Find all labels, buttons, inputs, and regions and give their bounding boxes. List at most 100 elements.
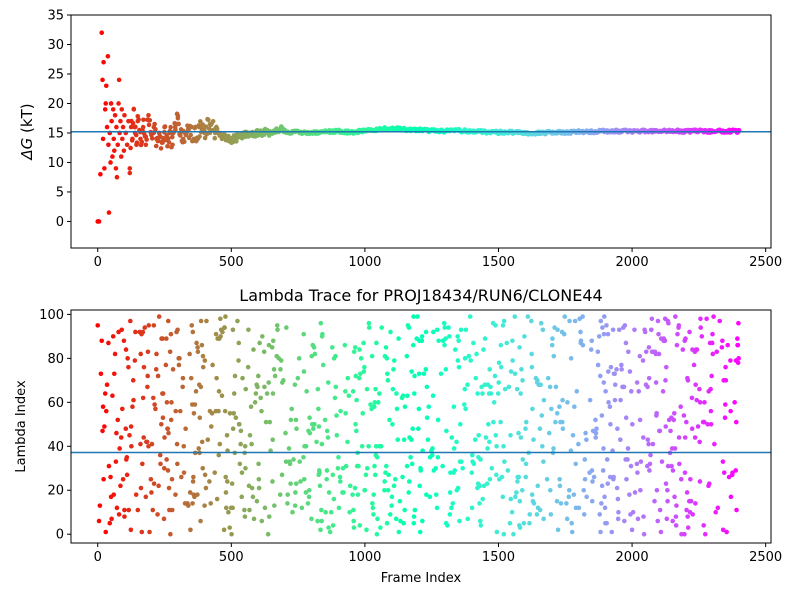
lambda-point	[433, 492, 439, 497]
lambda-point	[185, 503, 191, 508]
lambda-point	[190, 479, 196, 484]
lambda-point	[712, 441, 717, 447]
lambda-point	[447, 490, 453, 495]
lambda-point	[498, 342, 504, 348]
lambda-point	[529, 318, 534, 324]
lambda-point	[359, 443, 365, 449]
lambda-point	[409, 369, 414, 374]
lambda-point	[166, 485, 172, 491]
delta-g-point	[162, 124, 168, 129]
lambda-point	[539, 443, 545, 449]
lambda-point	[384, 520, 390, 526]
lambda-point	[266, 380, 272, 385]
lambda-point	[386, 472, 391, 478]
lambda-point	[177, 408, 183, 414]
lambda-point	[202, 358, 208, 363]
lambda-point	[245, 364, 251, 370]
lambda-point	[695, 424, 701, 429]
lambda-point	[649, 316, 655, 322]
lambda-point	[478, 523, 484, 528]
lambda-point	[106, 463, 112, 469]
lambda-point	[267, 419, 273, 425]
lambda-point	[272, 373, 278, 379]
lambda-point	[673, 514, 679, 519]
lambda-point	[424, 492, 429, 497]
lambda-point	[383, 345, 389, 350]
lambda-point	[387, 512, 393, 517]
lambda-point	[561, 331, 567, 337]
lambda-point	[96, 518, 102, 524]
lambda-point	[311, 345, 317, 350]
lambda-point	[670, 518, 675, 524]
delta-g-point	[144, 137, 149, 142]
lambda-point	[476, 432, 482, 438]
lambda-point	[584, 494, 589, 500]
lambda-point	[173, 492, 178, 497]
lambda-point	[646, 375, 652, 381]
lambda-point	[451, 446, 457, 451]
lambda-point	[166, 430, 171, 436]
lambda-point	[116, 329, 121, 335]
lambda-point	[443, 367, 449, 372]
lambda-point	[292, 382, 298, 388]
lambda-point	[231, 411, 237, 416]
lambda-point	[502, 386, 508, 392]
lambda-point	[142, 325, 148, 330]
lambda-point	[358, 371, 363, 377]
delta-g-point	[173, 127, 178, 132]
lambda-point	[560, 397, 565, 403]
lambda-point	[274, 323, 280, 328]
lambda-point	[645, 437, 651, 442]
lambda-point	[541, 397, 547, 403]
lambda-point	[301, 454, 306, 460]
lambda-point	[219, 393, 225, 399]
delta-g-point	[98, 171, 103, 177]
lambda-point	[373, 443, 379, 449]
lambda-point	[523, 461, 529, 467]
lambda-point	[138, 485, 144, 491]
lambda-point	[706, 481, 712, 486]
lambda-point	[628, 463, 634, 469]
lambda-point	[286, 446, 292, 451]
lambda-point	[411, 514, 417, 519]
lambda-point	[673, 314, 678, 319]
lambda-point	[482, 336, 488, 341]
lambda-point	[318, 527, 323, 533]
lambda-point	[227, 411, 233, 416]
lambda-point	[368, 402, 373, 407]
lambda-point	[501, 318, 507, 324]
lambda-point	[324, 428, 330, 434]
delta-g-point	[134, 140, 140, 146]
lambda-point	[587, 397, 593, 403]
lambda-point	[99, 338, 105, 344]
lambda-point	[436, 338, 441, 344]
lambda-point	[553, 419, 558, 425]
lambda-point	[462, 386, 468, 392]
lambda-point	[681, 413, 687, 418]
lambda-point	[218, 316, 223, 322]
lambda-point	[123, 426, 129, 431]
lambda-point	[694, 397, 700, 403]
lambda-point	[653, 380, 659, 385]
lambda-point	[254, 498, 260, 504]
lambda-point	[698, 325, 704, 330]
delta-g-point	[106, 142, 111, 148]
lambda-point	[548, 512, 554, 517]
lambda-point	[357, 523, 363, 528]
lambda-point	[156, 314, 162, 319]
lambda-point	[164, 336, 169, 341]
lambda-point	[346, 393, 352, 399]
lambda-point	[270, 391, 276, 396]
lambda-point	[555, 327, 560, 333]
delta-g-point	[103, 83, 109, 89]
lambda-point	[169, 400, 174, 405]
lambda-point	[385, 378, 391, 383]
lambda-point	[429, 452, 435, 458]
lambda-point	[315, 386, 321, 392]
lambda-point	[124, 472, 130, 478]
delta-g-point	[196, 123, 202, 128]
lambda-point	[404, 353, 410, 359]
lambda-point	[593, 435, 599, 440]
lambda-point	[471, 461, 477, 467]
lambda-point	[238, 428, 244, 434]
